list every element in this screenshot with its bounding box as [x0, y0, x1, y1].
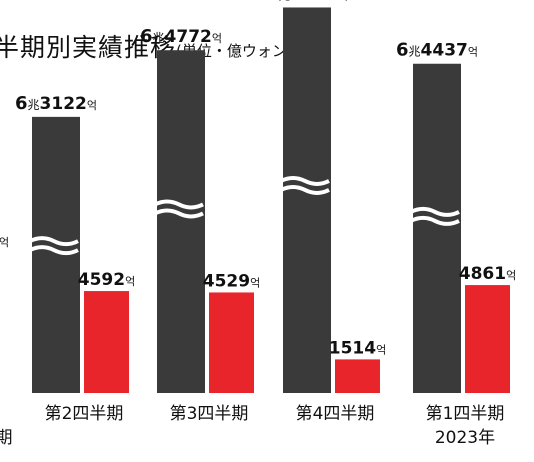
revenue-value-label-part: 억 [468, 46, 478, 59]
axis-break-mark [410, 215, 460, 226]
revenue-bar [283, 7, 331, 394]
profit-bar [84, 291, 129, 393]
revenue-value-label-part: 兆 [28, 98, 40, 112]
revenue-value-label-part: 억 [87, 99, 97, 112]
profit-bar [465, 285, 510, 393]
revenue-value-label-part: 6 [266, 0, 279, 4]
chart-title-text: 半期別実績推移 [0, 33, 177, 62]
revenue-value-label: 6兆4772억 [140, 26, 222, 47]
revenue-value-label-part: 4437 [421, 41, 468, 61]
axis-break-mark [154, 208, 204, 219]
revenue-value-label-part: 억 [338, 0, 348, 2]
chart-title: 半期別実績推移(単位・億ウォン) [0, 28, 293, 64]
profit-value-label-part: 4861 [459, 264, 506, 284]
revenue-bar [32, 116, 80, 393]
revenue-value-label-part: 4772 [165, 27, 212, 47]
revenue-value-label-part: 兆 [279, 0, 291, 2]
axis-break-mark [410, 206, 460, 217]
unit-note: (単位・億ウォン) [176, 42, 293, 60]
axis-break-mark [29, 236, 79, 247]
profit-value-label-part: 억 [250, 276, 260, 289]
category-label: 2023年 [435, 428, 495, 448]
revenue-value-label-part: 6 [15, 93, 28, 114]
category-label: 第2四半期 [45, 404, 124, 424]
revenue-value-label: 6兆3122억 [15, 93, 97, 114]
axis-break-mark [29, 245, 79, 256]
profit-value-label-part: 1514 [329, 338, 376, 358]
axis-break-mark [280, 175, 330, 186]
revenue-value-label-part: 兆 [153, 31, 165, 45]
revenue-bar [157, 50, 205, 393]
profit-value-label-part: 4592 [78, 270, 125, 290]
profit-value-label: 1514억 [329, 338, 386, 358]
profit-bar [335, 359, 380, 393]
axis-break-mark [280, 184, 330, 195]
profit-value-label-part: 억 [376, 343, 386, 356]
profit-value-label: 4861억 [459, 264, 516, 284]
profit-value-label-part: 억 [506, 269, 516, 282]
revenue-value-label-part: 억 [212, 32, 222, 45]
axis-break-mark [154, 199, 204, 210]
revenue-value-label: 6兆5830억 [266, 0, 348, 4]
revenue-value-label-part: 5830 [291, 0, 338, 4]
revenue-value-label-part: 6 [140, 26, 153, 47]
profit-value-label-part: 4529 [203, 271, 250, 291]
profit-value-label: 4592억 [78, 270, 135, 290]
category-label: 期 [0, 428, 13, 448]
revenue-value-label: 6兆4437억 [396, 40, 478, 61]
category-label: 第1四半期 [426, 404, 505, 424]
category-label: 第4四半期 [296, 404, 375, 424]
profit-value-label: 4529억 [203, 271, 260, 291]
profit-value-label-part: 억 [0, 236, 9, 249]
profit-bar [209, 292, 254, 393]
revenue-value-label-part: 3122 [40, 94, 87, 114]
revenue-value-label-part: 6 [396, 40, 409, 61]
category-label: 第3四半期 [170, 404, 249, 424]
revenue-bar [413, 63, 461, 393]
revenue-value-label-part: 兆 [409, 45, 421, 59]
profit-value-label-part: 억 [125, 275, 135, 288]
profit-value-label: 억 [0, 236, 9, 249]
